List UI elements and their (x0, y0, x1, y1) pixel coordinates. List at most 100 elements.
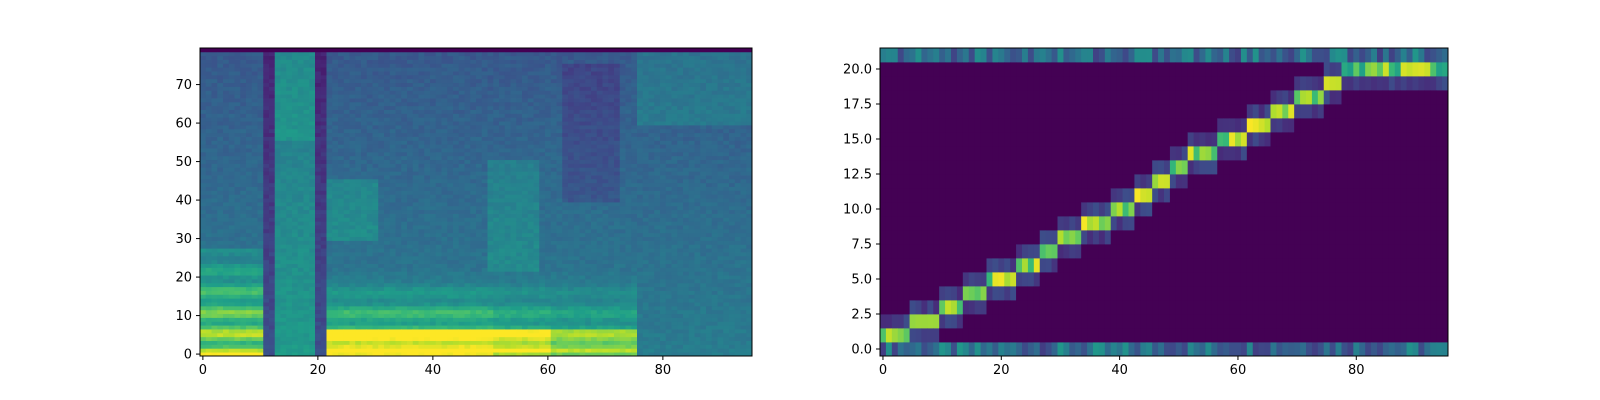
spectrogram-cell (407, 348, 414, 353)
spectrogram-cell (504, 252, 511, 257)
spectrogram-cell (458, 263, 465, 268)
spectrogram-cell (401, 348, 408, 353)
spectrogram-cell (407, 59, 414, 64)
spectrogram-cell (481, 186, 488, 191)
spectrogram-cell (361, 244, 368, 249)
spectrogram-cell (361, 136, 368, 141)
spectrogram-cell (378, 340, 385, 345)
spectrogram-cell (412, 59, 419, 64)
spectrogram-cell (269, 55, 276, 60)
spectrogram-cell (412, 74, 419, 80)
spectrogram-cell (263, 329, 270, 334)
spectrogram-cell (481, 128, 488, 134)
spectrogram-cell (343, 51, 350, 57)
spectrogram-cell (441, 105, 448, 110)
spectrogram-cell (372, 63, 379, 68)
spectrogram-cell (205, 144, 212, 149)
spectrogram-cell (240, 55, 247, 60)
spectrogram-cell (372, 105, 379, 110)
spectrogram-cell (234, 151, 241, 157)
spectrogram-cell (470, 248, 477, 253)
spectrogram-cell (401, 101, 408, 107)
spectrogram-cell (504, 263, 511, 268)
spectrogram-cell (516, 98, 523, 103)
spectrogram-cell (269, 175, 276, 180)
spectrogram-cell (550, 348, 557, 353)
spectrogram-cell (320, 167, 327, 172)
spectrogram-cell (516, 155, 523, 161)
spectrogram-cell (447, 302, 454, 307)
spectrogram-cell (286, 202, 293, 207)
spectrogram-cell (550, 113, 557, 118)
spectrogram-cell (378, 275, 385, 280)
spectrogram-cell (326, 313, 333, 318)
spectrogram-cell (481, 117, 488, 122)
spectrogram-cell (424, 263, 431, 268)
spectrogram-cell (499, 90, 506, 95)
spectrogram-cell (447, 344, 454, 349)
spectrogram-cell (550, 171, 557, 176)
spectrogram-cell (441, 279, 448, 284)
spectrogram-cell (447, 313, 454, 318)
spectrogram-cell (257, 263, 264, 268)
spectrogram-cell (338, 244, 345, 249)
spectrogram-cell (246, 302, 253, 307)
spectrogram-cell (550, 221, 557, 226)
spectrogram-cell (504, 240, 511, 245)
spectrogram-cell (269, 144, 276, 149)
spectrogram-cell (499, 321, 506, 326)
spectrogram-cell (211, 344, 218, 349)
spectrogram-cell (205, 175, 212, 180)
spectrogram-cell (470, 109, 477, 114)
spectrogram-cell (211, 159, 218, 164)
spectrogram-cell (412, 217, 419, 222)
spectrogram-cell (361, 128, 368, 134)
spectrogram-cell (320, 171, 327, 176)
spectrogram-cell (263, 113, 270, 118)
spectrogram-cell (292, 109, 299, 114)
spectrogram-cell (464, 132, 471, 137)
spectrogram-cell (470, 282, 477, 288)
spectrogram-cell (286, 252, 293, 257)
spectrogram-cell (240, 59, 247, 64)
spectrogram-cell (510, 113, 517, 118)
spectrogram-cell (343, 128, 350, 134)
spectrogram-cell (533, 86, 540, 91)
spectrogram-cell (251, 155, 258, 161)
spectrogram-cell (481, 163, 488, 168)
spectrogram-cell (493, 305, 500, 311)
spectrogram-cell (464, 236, 471, 241)
spectrogram-cell (476, 252, 483, 257)
spectrogram-cell (447, 182, 454, 187)
spectrogram-cell (280, 136, 287, 141)
spectrogram-cell (372, 186, 379, 191)
spectrogram-cell (309, 205, 316, 211)
spectrogram-cell (274, 352, 281, 357)
spectrogram-cell (487, 279, 494, 284)
spectrogram-cell (418, 55, 425, 60)
spectrogram-cell (441, 348, 448, 353)
spectrogram-cell (246, 348, 253, 353)
spectrogram-cell (234, 171, 241, 176)
spectrogram-cell (418, 332, 425, 338)
spectrogram-cell (539, 344, 546, 349)
spectrogram-cell (257, 59, 264, 64)
spectrogram-cell (522, 267, 529, 272)
spectrogram-cell (315, 279, 322, 284)
spectrogram-cell (211, 302, 218, 307)
spectrogram-cell (504, 217, 511, 222)
spectrogram-cell (355, 221, 362, 226)
spectrogram-cell (481, 159, 488, 164)
spectrogram-cell (481, 228, 488, 234)
spectrogram-cell (389, 121, 396, 126)
spectrogram-cell (349, 175, 356, 180)
spectrogram-cell (234, 51, 241, 57)
spectrogram-cell (407, 267, 414, 272)
spectrogram-cell (389, 221, 396, 226)
spectrogram-cell (240, 225, 247, 230)
spectrogram-cell (228, 302, 235, 307)
spectrogram-cell (545, 240, 552, 245)
spectrogram-cell (223, 101, 230, 107)
spectrogram-cell (395, 259, 402, 264)
spectrogram-cell (481, 171, 488, 176)
